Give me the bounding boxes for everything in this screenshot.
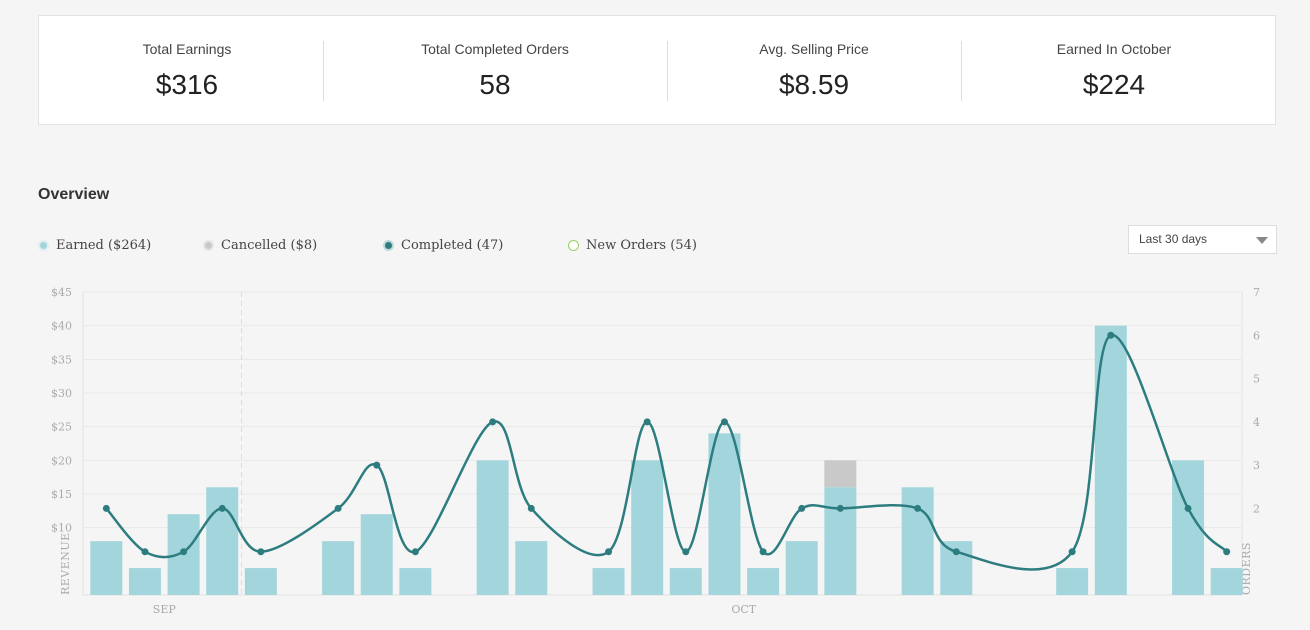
- stat-value: $224: [1082, 69, 1146, 100]
- legend-dot-icon: [203, 240, 214, 251]
- y-tick-label: $10: [51, 522, 72, 535]
- date-range-select[interactable]: Last 30 days: [1128, 225, 1277, 254]
- y-tick-label: $20: [51, 454, 72, 467]
- completed-point: [605, 548, 613, 556]
- completed-point: [836, 504, 844, 512]
- y2-tick-label: 5: [1253, 373, 1260, 386]
- legend-label: New Orders (54): [586, 238, 697, 253]
- bar-earned: [360, 514, 393, 595]
- legend-new-orders[interactable]: New Orders (54): [568, 238, 697, 253]
- stat-total-completed-orders: Total Completed Orders 58: [323, 16, 667, 126]
- completed-point: [257, 548, 265, 556]
- completed-point: [952, 548, 960, 556]
- completed-point: [1184, 504, 1192, 512]
- completed-point: [1223, 548, 1231, 556]
- legend-dot-icon: [38, 240, 49, 251]
- y-tick-label: $40: [51, 320, 72, 333]
- bar-earned: [785, 541, 818, 595]
- bar-earned: [1056, 568, 1089, 595]
- stat-divider: [961, 41, 962, 101]
- y-axis-title: REVENUE: [59, 532, 72, 595]
- stat-total-earnings: Total Earnings $316: [39, 16, 335, 126]
- overview-title: Overview: [38, 186, 110, 203]
- completed-point: [489, 418, 497, 426]
- completed-point: [218, 504, 226, 512]
- completed-point: [682, 548, 690, 556]
- date-range-selected: Last 30 days: [1139, 232, 1208, 246]
- bar-earned: [631, 460, 664, 595]
- bar-earned: [592, 568, 625, 595]
- bar-earned: [669, 568, 702, 595]
- completed-point: [334, 504, 342, 512]
- stat-label: Earned In October: [1056, 41, 1172, 57]
- stat-divider: [323, 41, 324, 101]
- overview-chart: $10 $15 $20 $25 $30 $35 $40 $45 2 3 4 5 6 7 REVENUE ORD…: [51, 286, 1260, 616]
- completed-point: [643, 418, 651, 426]
- legend-label: Earned ($264): [56, 238, 152, 253]
- stat-value: 58: [479, 69, 511, 100]
- bar-earned: [244, 568, 277, 595]
- stat-label: Avg. Selling Price: [759, 41, 869, 57]
- stat-label: Total Completed Orders: [421, 41, 569, 57]
- legend-cancelled[interactable]: Cancelled ($8): [203, 238, 317, 253]
- bar-earned: [747, 568, 780, 595]
- y2-tick-label: 4: [1253, 416, 1260, 429]
- y2-tick-label: 6: [1253, 329, 1260, 342]
- completed-point: [141, 548, 149, 556]
- completed-point: [1107, 331, 1115, 339]
- y-tick-label: $25: [51, 421, 72, 434]
- chevron-down-icon: [1256, 237, 1268, 244]
- x-month-label: SEP: [153, 603, 177, 616]
- stat-divider: [667, 41, 668, 101]
- bar-earned: [476, 460, 509, 595]
- legend-label: Cancelled ($8): [221, 238, 318, 253]
- completed-point: [759, 548, 767, 556]
- completed-point: [798, 504, 806, 512]
- completed-point: [1068, 548, 1076, 556]
- y-tick-label: $45: [51, 286, 72, 299]
- completed-point: [720, 418, 728, 426]
- bar-earned: [399, 568, 432, 595]
- stat-value: $8.59: [778, 69, 850, 100]
- bar-earned: [90, 541, 123, 595]
- bar-earned: [128, 568, 161, 595]
- y-tick-label: $30: [51, 387, 72, 400]
- stats-panel: Total Earnings $316 Total Completed Orde…: [38, 15, 1276, 125]
- legend-dot-icon: [383, 240, 394, 251]
- stat-avg-selling-price: Avg. Selling Price $8.59: [667, 16, 961, 126]
- bar-earned: [515, 541, 548, 595]
- x-month-label: OCT: [731, 603, 756, 616]
- y-tick-label: $35: [51, 353, 72, 366]
- y2-tick-label: 3: [1253, 459, 1260, 472]
- bar-earned: [206, 487, 239, 595]
- stat-value: $316: [155, 69, 219, 100]
- legend-earned[interactable]: Earned ($264): [38, 238, 151, 253]
- y2-tick-label: 7: [1253, 286, 1260, 299]
- completed-point: [373, 461, 381, 469]
- legend-completed[interactable]: Completed (47): [383, 238, 503, 253]
- bar-earned: [322, 541, 355, 595]
- legend-label: Completed (47): [401, 238, 504, 253]
- bar-cancelled: [824, 460, 857, 488]
- completed-point: [914, 504, 922, 512]
- bar-earned: [824, 487, 857, 595]
- y-tick-label: $15: [51, 488, 72, 501]
- bar-earned: [708, 433, 741, 595]
- bar-earned: [901, 487, 934, 595]
- completed-point: [527, 504, 535, 512]
- stat-label: Total Earnings: [142, 41, 232, 57]
- stat-earned-in-october: Earned In October $224: [961, 16, 1267, 126]
- bar-earned: [1210, 568, 1243, 595]
- completed-point: [180, 548, 188, 556]
- completed-point: [411, 548, 419, 556]
- completed-point: [102, 504, 110, 512]
- y2-axis-title: ORDERS: [1240, 542, 1253, 595]
- completed-line: [105, 334, 1228, 571]
- y2-tick-label: 2: [1253, 502, 1260, 515]
- legend-dot-icon: [568, 240, 579, 251]
